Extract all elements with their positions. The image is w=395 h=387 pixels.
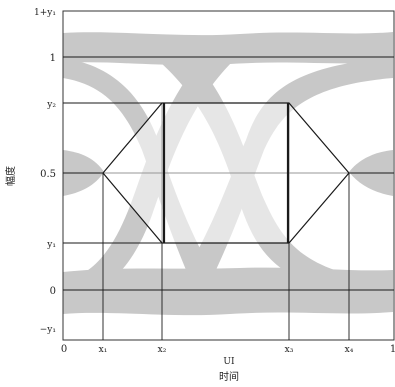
y-axis-title: 幅度 bbox=[4, 166, 17, 186]
y-tick-y1: y₁ bbox=[46, 240, 56, 250]
y-tick-zero: 0 bbox=[50, 286, 56, 297]
x-tick-one: 1 bbox=[390, 344, 395, 355]
y-tick-labels: 1+y₁ 1 y₂ 0.5 y₁ 0 −y₁ bbox=[34, 8, 56, 335]
right-rise-band bbox=[160, 58, 393, 312]
x-axis-title: 时间 bbox=[219, 370, 239, 383]
y-tick-top: 1+y₁ bbox=[34, 8, 56, 18]
x-tick-labels: 0 x₁ x₂ x₃ x₄ 1 bbox=[61, 344, 395, 355]
y-tick-one: 1 bbox=[50, 53, 56, 64]
top-rail-band bbox=[63, 32, 393, 66]
x-tick-x2: x₂ bbox=[158, 345, 167, 355]
y-tick-y2: y₂ bbox=[46, 100, 56, 110]
x-tick-x4: x₄ bbox=[345, 345, 354, 355]
left-fall-band bbox=[63, 58, 235, 312]
x-unit-label: UI bbox=[223, 357, 235, 367]
plot-frame bbox=[62, 10, 395, 341]
y-tick-half: 0.5 bbox=[40, 169, 56, 180]
x-tick-zero: 0 bbox=[61, 344, 67, 355]
x-tick-x1: x₁ bbox=[99, 345, 108, 355]
x-tick-x3: x₃ bbox=[285, 345, 294, 355]
y-tick-bottom: −y₁ bbox=[40, 325, 56, 335]
